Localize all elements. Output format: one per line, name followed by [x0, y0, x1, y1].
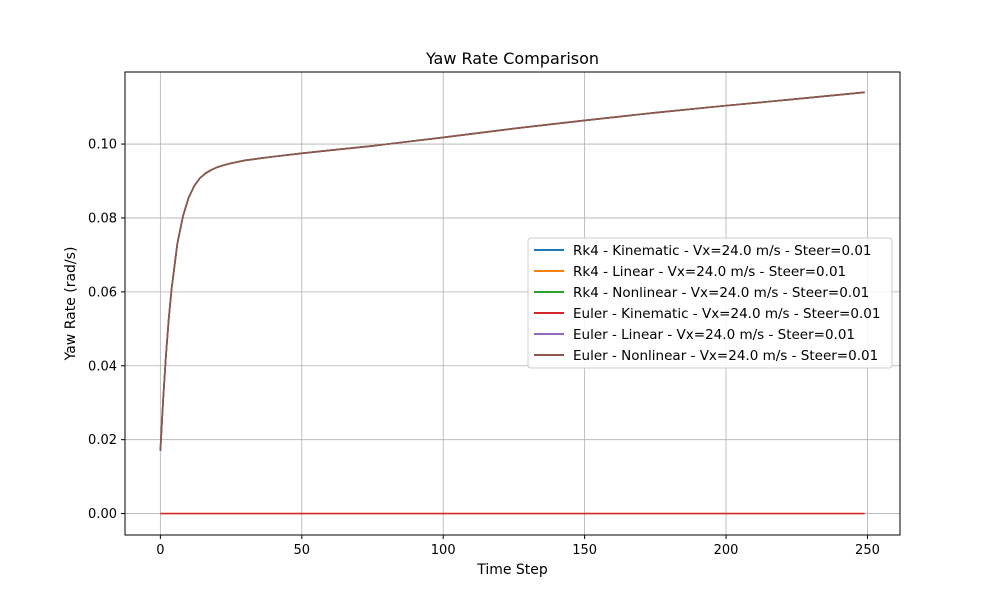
legend: Rk4 - Kinematic - Vx=24.0 m/s - Steer=0.…: [527, 237, 893, 369]
x-tick-label: 100: [431, 543, 456, 558]
legend-label-2: Rk4 - Linear - Vx=24.0 m/s - Steer=0.01: [573, 264, 846, 280]
y-tick-label: 0.06: [88, 285, 117, 300]
x-tick-label: 250: [855, 543, 880, 558]
chart-title: Yaw Rate Comparison: [425, 49, 599, 68]
legend-label-5: Euler - Linear - Vx=24.0 m/s - Steer=0.0…: [573, 327, 855, 343]
legend-label-1: Rk4 - Kinematic - Vx=24.0 m/s - Steer=0.…: [573, 243, 872, 259]
series-line-6: [159, 91, 865, 451]
y-tick-label: 0.02: [88, 433, 117, 448]
x-tick-label: 200: [714, 543, 739, 558]
x-tick-label: 50: [294, 543, 311, 558]
legend-label-4: Euler - Kinematic - Vx=24.0 m/s - Steer=…: [573, 306, 880, 322]
axis-ticks: 0 50 100 150 200 250 0.00 0.02 0.04 0.06 0.08 0.10: [88, 138, 880, 558]
y-tick-label: 0.04: [88, 359, 117, 374]
y-axis-label: Yaw Rate (rad/s): [63, 247, 79, 362]
legend-label-6: Euler - Nonlinear - Vx=24.0 m/s - Steer=…: [573, 348, 878, 364]
y-tick-label: 0.00: [88, 507, 117, 522]
legend-label-3: Rk4 - Nonlinear - Vx=24.0 m/s - Steer=0.…: [573, 285, 869, 301]
x-tick-label: 150: [572, 543, 597, 558]
plot-frame: [124, 71, 901, 536]
y-tick-label: 0.10: [88, 138, 117, 153]
x-tick-label: 0: [156, 543, 164, 558]
x-axis-label: Time Step: [476, 562, 548, 578]
series-lines: [159, 91, 865, 515]
y-tick-label: 0.08: [88, 211, 117, 226]
legend-box: [527, 237, 893, 369]
